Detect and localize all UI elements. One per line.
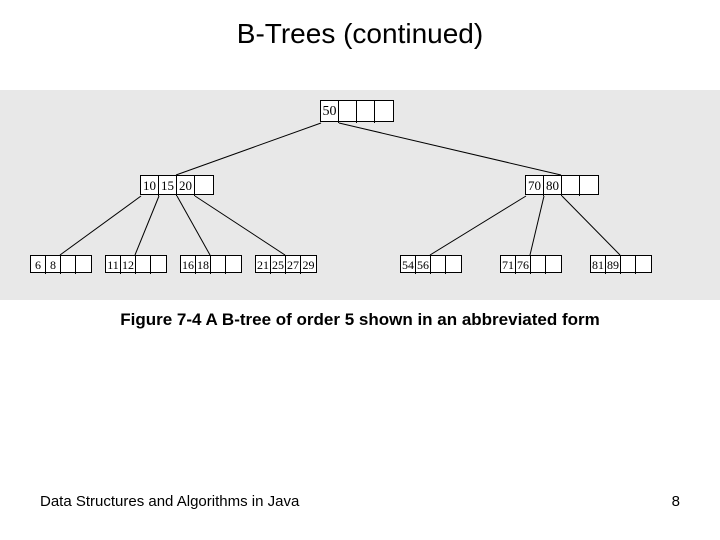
btree-key-cell: 6 (31, 256, 46, 274)
btree-node: 21252729 (255, 255, 317, 273)
btree-diagram: 5010152070806811121618212527295456717681… (0, 90, 720, 300)
btree-node: 68 (30, 255, 92, 273)
btree-key-cell (431, 256, 446, 274)
btree-key-cell (546, 256, 561, 274)
figure-caption: Figure 7-4 A B-tree of order 5 shown in … (0, 310, 720, 330)
btree-key-cell (151, 256, 166, 274)
btree-key-cell (621, 256, 636, 274)
btree-key-cell: 10 (141, 176, 159, 196)
btree-key-cell (636, 256, 651, 274)
btree-key-cell (562, 176, 580, 196)
btree-key-cell: 20 (177, 176, 195, 196)
btree-key-cell (136, 256, 151, 274)
btree-key-cell (446, 256, 461, 274)
btree-key-cell: 27 (286, 256, 301, 274)
btree-key-cell: 11 (106, 256, 121, 274)
btree-key-cell: 81 (591, 256, 606, 274)
btree-key-cell: 71 (501, 256, 516, 274)
btree-key-cell: 80 (544, 176, 562, 196)
btree-key-cell: 8 (46, 256, 61, 274)
btree-key-cell (211, 256, 226, 274)
btree-node: 1618 (180, 255, 242, 273)
btree-key-cell: 25 (271, 256, 286, 274)
btree-key-cell: 89 (606, 256, 621, 274)
btree-node: 7176 (500, 255, 562, 273)
btree-key-cell: 18 (196, 256, 211, 274)
btree-key-cell: 21 (256, 256, 271, 274)
btree-key-cell (195, 176, 213, 196)
btree-key-cell: 15 (159, 176, 177, 196)
btree-node: 1112 (105, 255, 167, 273)
btree-key-cell (76, 256, 91, 274)
btree-key-cell: 54 (401, 256, 416, 274)
btree-key-cell (61, 256, 76, 274)
btree-key-cell: 50 (321, 101, 339, 123)
btree-key-cell (580, 176, 598, 196)
btree-node: 101520 (140, 175, 214, 195)
btree-key-cell: 76 (516, 256, 531, 274)
btree-key-cell: 70 (526, 176, 544, 196)
btree-key-cell (226, 256, 241, 274)
footer-book-title: Data Structures and Algorithms in Java (40, 493, 299, 510)
btree-node: 50 (320, 100, 394, 122)
btree-node: 7080 (525, 175, 599, 195)
btree-node: 8189 (590, 255, 652, 273)
btree-key-cell: 12 (121, 256, 136, 274)
page-title: B-Trees (continued) (0, 0, 720, 50)
btree-key-cell: 56 (416, 256, 431, 274)
btree-key-cell (357, 101, 375, 123)
btree-key-cell: 29 (301, 256, 316, 274)
btree-key-cell: 16 (181, 256, 196, 274)
btree-key-cell (531, 256, 546, 274)
btree-key-cell (339, 101, 357, 123)
btree-key-cell (375, 101, 393, 123)
btree-node: 5456 (400, 255, 462, 273)
page-number: 8 (672, 493, 680, 510)
